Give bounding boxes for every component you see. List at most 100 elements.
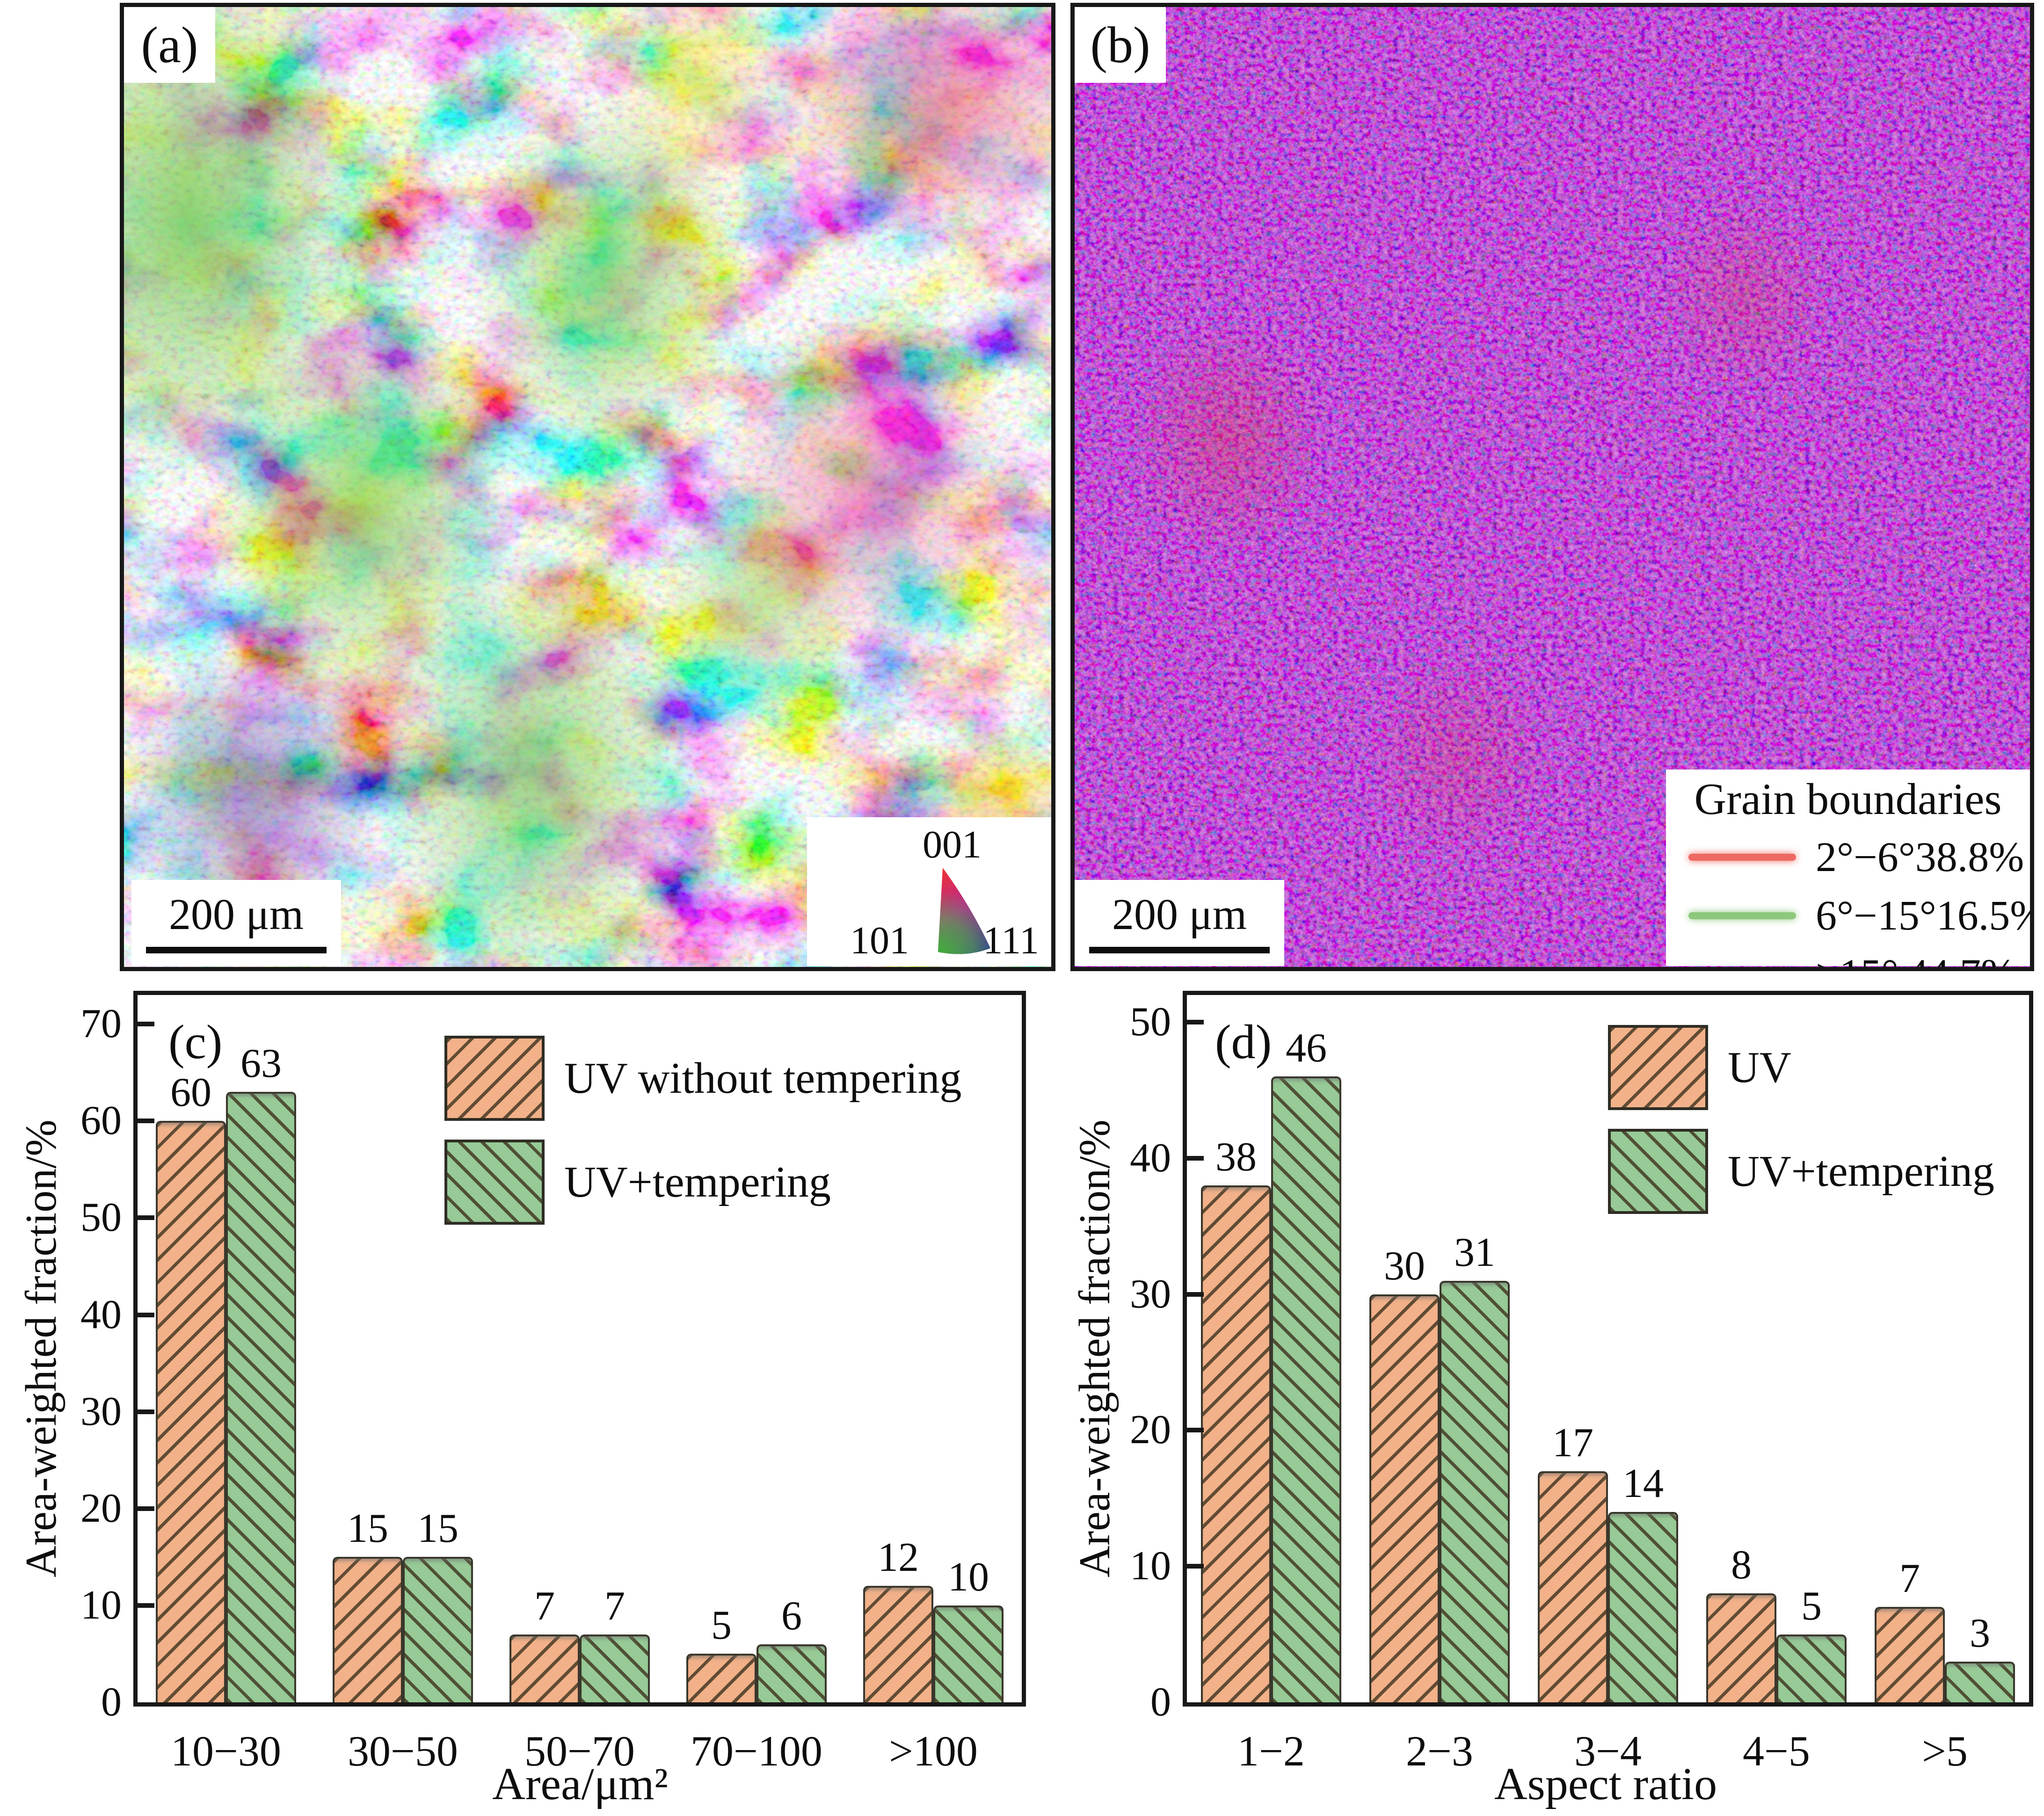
bar-value-label: 8 bbox=[1731, 1542, 1752, 1588]
ipf-label-101: 101 bbox=[850, 919, 909, 962]
y-tick-label: 0 bbox=[101, 1679, 122, 1725]
bar-value-label: 14 bbox=[1622, 1460, 1664, 1506]
legend-angle-range: 2°−6° bbox=[1816, 834, 1915, 880]
bar-uv bbox=[1369, 1294, 1440, 1702]
bar-uv-without-tempering bbox=[156, 1121, 226, 1702]
x-category-label: 2−3 bbox=[1406, 1727, 1473, 1775]
bar-uv-tempering bbox=[1945, 1661, 2015, 1702]
bar-value-label: 5 bbox=[711, 1603, 732, 1649]
scale-bar-text: 200 μm bbox=[168, 890, 304, 939]
y-tick-mark bbox=[1187, 1564, 1204, 1569]
bar-value-label: 12 bbox=[878, 1535, 919, 1581]
bar-uv-tempering bbox=[580, 1634, 650, 1702]
bar-value-label: 10 bbox=[948, 1554, 989, 1600]
bar-uv-tempering bbox=[403, 1557, 473, 1702]
y-tick-label: 20 bbox=[1130, 1407, 1171, 1453]
bar-value-label: 15 bbox=[417, 1506, 458, 1552]
bar-value-label: 7 bbox=[1899, 1556, 1920, 1602]
bar-value-label: 7 bbox=[604, 1584, 625, 1629]
legend-row: UV+tempering bbox=[444, 1140, 961, 1225]
y-tick-label: 60 bbox=[80, 1098, 122, 1144]
grain-boundaries-legend-rows: 2°−6°38.8% 6°−15°16.5% >15° 44.7% bbox=[1666, 833, 2030, 967]
bar-uv-tempering bbox=[226, 1092, 296, 1702]
panel-d-label: (d) bbox=[1215, 1015, 1272, 1069]
chart-c-legend: UV without tempering UV+tempering bbox=[444, 1036, 961, 1243]
scale-bar-line bbox=[1089, 947, 1270, 953]
y-tick-label: 10 bbox=[80, 1582, 122, 1628]
bar-uv bbox=[1875, 1607, 1945, 1702]
plot-area: 60 63 15 15 7 7 5 6 12 10 bbox=[133, 991, 1026, 1707]
y-tick-mark bbox=[138, 1312, 154, 1317]
panel-c-label: (c) bbox=[168, 1015, 223, 1069]
bar-value-label: 5 bbox=[1801, 1583, 1822, 1629]
y-tick-label: 50 bbox=[80, 1195, 122, 1241]
legend-percentage: 38.8% bbox=[1915, 834, 2024, 880]
bar-uv-without-tempering bbox=[509, 1634, 580, 1702]
ipf-label-111: 111 bbox=[983, 919, 1039, 962]
bar-value-label: 46 bbox=[1286, 1025, 1327, 1071]
y-tick-mark bbox=[1187, 1428, 1204, 1433]
y-tick-mark bbox=[138, 1215, 154, 1220]
grain-boundaries-legend: Grain boundaries 2°−6°38.8% 6°−15°16.5% >1… bbox=[1666, 770, 2030, 967]
x-category-label: 3−4 bbox=[1574, 1727, 1642, 1775]
y-axis-title: Area-weighted fraction/% bbox=[1070, 1119, 1119, 1578]
x-category-label: 10−30 bbox=[171, 1727, 281, 1775]
ipf-color-triangle-icon bbox=[938, 868, 990, 954]
y-tick-mark bbox=[1187, 1020, 1204, 1025]
plot-area: 38 46 30 31 17 14 8 5 7 3 bbox=[1183, 991, 2033, 1707]
legend-line-swatch bbox=[1688, 853, 1796, 861]
bar-uv-without-tempering bbox=[863, 1586, 933, 1702]
x-category-label: 50−70 bbox=[524, 1727, 635, 1775]
legend-swatch bbox=[444, 1140, 545, 1225]
bar-uv-tempering bbox=[933, 1605, 1004, 1702]
grain-boundary-legend-row: 2°−6° 38.8% bbox=[1688, 833, 2024, 881]
bar-value-label: 30 bbox=[1384, 1243, 1425, 1289]
x-category-label: 1−2 bbox=[1237, 1727, 1305, 1775]
chart-d-legend: UV UV+tempering bbox=[1608, 1025, 1994, 1233]
panel-a-scale-bar: 200 μm bbox=[131, 880, 341, 966]
legend-angle-range: >15° bbox=[1816, 950, 1899, 967]
y-tick-mark bbox=[138, 1603, 154, 1608]
y-tick-label: 40 bbox=[1130, 1135, 1171, 1181]
bar-value-label: 31 bbox=[1454, 1229, 1495, 1275]
legend-series-label: UV+tempering bbox=[1728, 1147, 1994, 1196]
y-tick-label: 30 bbox=[80, 1388, 122, 1434]
y-tick-mark bbox=[1187, 1155, 1204, 1161]
bar-value-label: 38 bbox=[1215, 1134, 1257, 1180]
legend-line-swatch bbox=[1688, 912, 1796, 919]
legend-row: UV without tempering bbox=[444, 1036, 961, 1121]
ipf-label-001: 001 bbox=[923, 823, 982, 866]
ebsd-color-patches bbox=[124, 7, 1051, 967]
x-category-label: 70−100 bbox=[691, 1727, 822, 1775]
ipf-color-key: 001 101 111 bbox=[807, 817, 1051, 966]
y-tick-label: 10 bbox=[1130, 1543, 1171, 1589]
x-category-label: >100 bbox=[889, 1727, 978, 1775]
legend-percentage: 16.5% bbox=[1936, 892, 2034, 939]
panel-b-scale-bar: 200 μm bbox=[1075, 880, 1284, 966]
legend-series-label: UV+tempering bbox=[564, 1158, 831, 1206]
grain-boundary-legend-row: >15° 44.7% bbox=[1688, 950, 2016, 967]
bar-uv-tempering bbox=[1271, 1076, 1341, 1702]
y-tick-label: 40 bbox=[80, 1292, 122, 1337]
legend-series-label: UV bbox=[1728, 1043, 1791, 1092]
bar-uv-tempering bbox=[756, 1644, 827, 1702]
y-tick-mark bbox=[138, 1506, 154, 1511]
panel-b-label-text: (b) bbox=[1090, 16, 1150, 73]
ebsd-orientation-map-panel: (a) 200 μm 001 101 111 bbox=[120, 3, 1055, 971]
y-tick-label: 30 bbox=[1130, 1271, 1171, 1317]
bar-uv-tempering bbox=[1440, 1280, 1510, 1702]
bar-value-label: 17 bbox=[1552, 1420, 1593, 1466]
legend-row: UV bbox=[1608, 1025, 1994, 1110]
bar-uv bbox=[1201, 1185, 1271, 1702]
legend-swatch bbox=[444, 1036, 545, 1121]
legend-angle-range: 6°−15° bbox=[1816, 892, 1936, 939]
grain-boundaries-legend-title: Grain boundaries bbox=[1694, 774, 2002, 824]
y-tick-label: 20 bbox=[80, 1485, 122, 1531]
bar-value-label: 7 bbox=[534, 1584, 555, 1629]
legend-row: UV+tempering bbox=[1608, 1129, 1994, 1214]
x-axis-title: Area/μm² bbox=[492, 1759, 668, 1809]
panel-a-label: (a) bbox=[124, 7, 215, 83]
y-tick-mark bbox=[1187, 1292, 1204, 1297]
x-category-label: 30−50 bbox=[348, 1727, 458, 1775]
